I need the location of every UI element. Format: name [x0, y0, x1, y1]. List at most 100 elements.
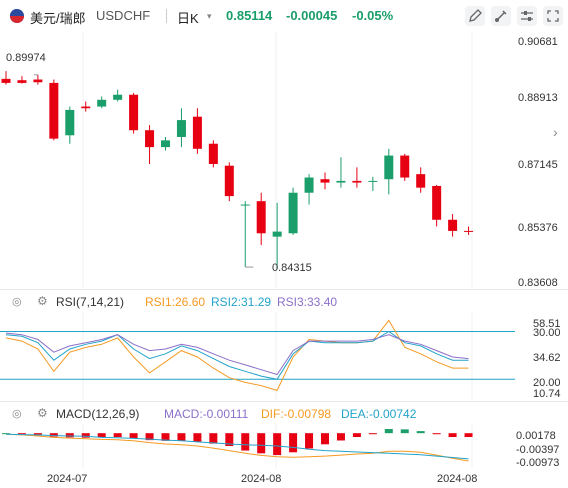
- macd-bar: [241, 433, 250, 451]
- candle-body: [384, 155, 394, 180]
- rsi-header: ◎ ⚙ RSI(7,14,21) RSI1:26.60 RSI2:31.29 R…: [0, 294, 515, 310]
- macd-title: MACD(12,26,9): [56, 407, 140, 421]
- price-tick: 0.88913: [518, 92, 558, 104]
- symbol-label: USDCHF: [96, 8, 151, 23]
- indicator-button[interactable]: [491, 6, 511, 26]
- rsi-tick: 58.51: [533, 318, 561, 330]
- macd-bar: [2, 433, 10, 435]
- macd-bar: [225, 433, 234, 447]
- visibility-icon[interactable]: ◎: [12, 296, 22, 308]
- price-tick: 0.83608: [518, 277, 558, 289]
- macd-bar: [384, 429, 393, 434]
- candle-body: [65, 109, 75, 136]
- macd-bar: [33, 433, 42, 436]
- expand-panel-icon[interactable]: ›: [553, 124, 558, 140]
- candle-body: [224, 165, 234, 197]
- candle-body: [240, 204, 250, 206]
- candlestick-chart[interactable]: [0, 32, 515, 288]
- x-tick: 2024-07: [47, 473, 88, 485]
- rsi3-value: RSI3:33.40: [277, 295, 338, 309]
- candle-body: [448, 219, 458, 231]
- candle-body: [33, 79, 43, 83]
- macd-header: ◎ ⚙ MACD(12,26,9) MACD:-0.00111 DIF:-0.0…: [0, 406, 515, 422]
- macd-bar: [368, 433, 377, 435]
- macd-bar: [209, 433, 218, 444]
- candle-body: [304, 177, 314, 193]
- pair-name[interactable]: 美元/瑞郎: [30, 11, 86, 26]
- macd-tick: -0.00973: [516, 457, 560, 469]
- macd-bar: [193, 433, 202, 442]
- dea-value: DEA:-0.00742: [341, 407, 417, 421]
- macd-bar: [97, 433, 106, 438]
- macd-bar: [273, 433, 282, 456]
- x-tick: 2024-08: [241, 473, 282, 485]
- macd-chart[interactable]: [0, 424, 515, 469]
- rsi-title: RSI(7,14,21): [56, 295, 125, 309]
- candle-body: [368, 180, 378, 182]
- candle-body: [176, 120, 186, 137]
- macd-bar: [400, 429, 409, 434]
- macd-bar: [464, 433, 473, 438]
- macd-bar: [177, 433, 186, 441]
- candle-body: [1, 78, 11, 83]
- settings-gear-icon[interactable]: ⚙: [37, 406, 48, 420]
- price-tick: 0.90681: [518, 36, 558, 48]
- brush-icon: [495, 10, 507, 22]
- candle-body: [145, 130, 155, 148]
- macd-bar: [49, 433, 58, 437]
- dif-line: [5, 433, 469, 462]
- macd-value: MACD:-0.00111: [164, 407, 249, 421]
- macd-bar: [145, 433, 154, 441]
- draw-tool-button[interactable]: [465, 6, 485, 26]
- macd-bar: [17, 433, 26, 435]
- visibility-icon[interactable]: ◎: [12, 408, 22, 420]
- sliders-icon: [521, 11, 533, 21]
- candle-body: [464, 230, 474, 232]
- macd-bar: [113, 433, 122, 438]
- candle-body: [352, 180, 362, 183]
- current-price: 0.85114: [226, 8, 273, 23]
- price-tick: 0.87145: [518, 159, 558, 171]
- rsi-line-rsi2: [5, 330, 469, 380]
- candle-body: [416, 174, 426, 188]
- candle-body: [208, 143, 218, 165]
- price-tick: 0.85376: [518, 222, 558, 234]
- rsi-chart[interactable]: [0, 312, 515, 400]
- period-selector[interactable]: 日K: [177, 11, 199, 26]
- high-price-label: 0.89974: [6, 52, 46, 64]
- rsi1-value: RSI1:26.60: [145, 295, 206, 309]
- candle-body: [320, 179, 330, 183]
- candle-body: [97, 99, 107, 107]
- x-axis: 2024-07 2024-08 2024-08: [0, 470, 515, 488]
- low-price-label: 0.84315: [272, 262, 312, 274]
- fullscreen-button[interactable]: [543, 6, 563, 26]
- rsi2-value: RSI2:31.29: [211, 295, 272, 309]
- macd-tick: 0.00178: [516, 430, 556, 442]
- rsi-tick: 20.00: [533, 377, 561, 389]
- macd-bar: [352, 433, 361, 438]
- chart-header: 美元/瑞郎 USDCHF 日K ▾ 0.85114 -0.00045 -0.05…: [0, 0, 568, 32]
- pane-divider: [0, 401, 568, 402]
- macd-bar: [432, 433, 441, 435]
- candle-body: [49, 82, 59, 139]
- header-divider: [166, 9, 167, 23]
- settings-button[interactable]: [517, 6, 537, 26]
- dif-value: DIF:-0.00798: [261, 407, 332, 421]
- flag-icon: [10, 9, 24, 23]
- dropdown-icon[interactable]: ▾: [207, 11, 212, 21]
- fullscreen-icon: [547, 10, 559, 22]
- macd-bar: [257, 433, 266, 454]
- macd-bar: [161, 433, 170, 441]
- pane-divider: [0, 289, 568, 290]
- candle-body: [336, 180, 346, 183]
- macd-bar: [336, 433, 345, 441]
- rsi-tick: 30.00: [533, 327, 561, 339]
- price-change-pct: -0.05%: [352, 8, 394, 23]
- settings-gear-icon[interactable]: ⚙: [37, 294, 48, 308]
- candle-body: [113, 94, 123, 100]
- macd-bar: [305, 433, 314, 449]
- dea-line: [5, 433, 469, 460]
- macd-tick: -0.00397: [516, 444, 560, 456]
- macd-bar: [129, 433, 138, 439]
- macd-bar: [289, 433, 298, 453]
